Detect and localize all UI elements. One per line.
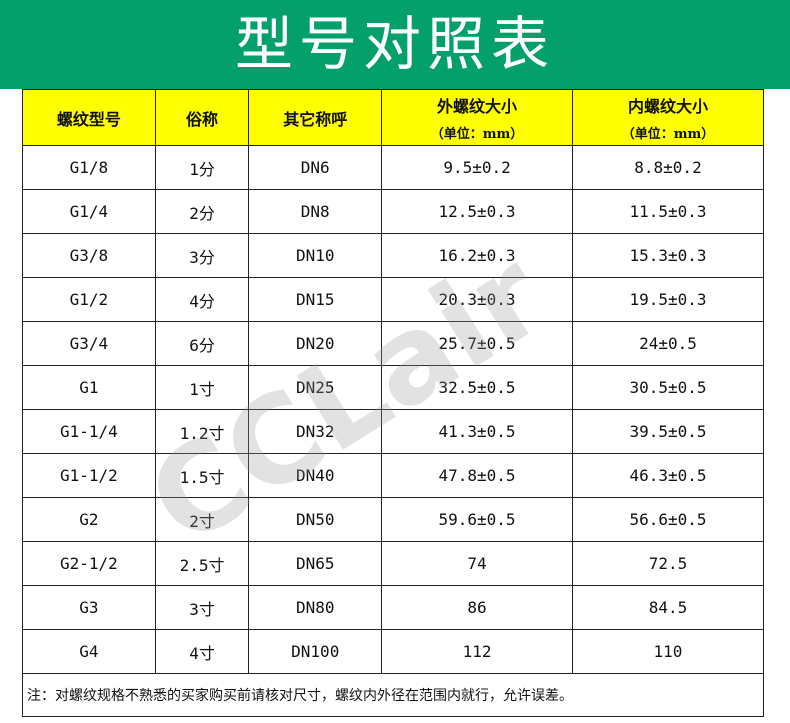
table-cell: 6分 (154, 321, 250, 366)
table-row: G1/4 2分 DN8 12.5±0.3 11.5±0.3 (22, 189, 765, 234)
table-cell: 4寸 (154, 629, 250, 674)
table-cell: 1.2寸 (154, 409, 250, 454)
table-cell: 74 (381, 541, 573, 586)
table-cell: 4分 (154, 277, 250, 322)
table-cell: 3分 (154, 233, 250, 278)
table-cell: DN6 (248, 145, 383, 190)
table-row: G3/8 3分 DN10 16.2±0.3 15.3±0.3 (22, 233, 765, 278)
table-cell: 1寸 (154, 365, 250, 410)
table-row: G1-1/2 1.5寸 DN40 47.8±0.5 46.3±0.5 (22, 453, 765, 498)
table-row: G3/4 6分 DN20 25.7±0.5 24±0.5 (22, 321, 765, 366)
table-cell: G4 (22, 629, 156, 674)
table-row: G1/2 4分 DN15 20.3±0.3 19.5±0.3 (22, 277, 765, 322)
table-cell: 2.5寸 (154, 541, 250, 586)
table-row: G1-1/4 1.2寸 DN32 41.3±0.5 39.5±0.5 (22, 409, 765, 454)
table-cell: 56.6±0.5 (571, 497, 765, 542)
table-cell: 12.5±0.3 (381, 189, 573, 234)
column-header-unit: （单位：mm） (430, 127, 524, 142)
table-cell: DN25 (248, 365, 383, 410)
table-cell: DN80 (248, 585, 383, 630)
table-cell: 3寸 (154, 585, 250, 630)
table-cell: 15.3±0.3 (571, 233, 765, 278)
column-header: 内螺纹大小 （单位：mm） (571, 89, 765, 146)
table-cell: 86 (381, 585, 573, 630)
table-cell: G3/4 (22, 321, 156, 366)
note-row: 注：对螺纹规格不熟悉的买家购买前请核对尺寸，螺纹内外径在范围内就行，允许误差。 (22, 673, 764, 717)
table-row: G4 4寸 DN100 112 110 (22, 629, 765, 674)
table-cell: 110 (571, 629, 765, 674)
column-header-unit: （单位：mm） (621, 127, 715, 142)
table-cell: 1.5寸 (154, 453, 250, 498)
column-header-label: 俗称 (186, 109, 219, 129)
table-cell: G3/8 (22, 233, 156, 278)
page-title: 型号对照表 (0, 0, 790, 89)
table-cell: G1-1/2 (22, 453, 156, 498)
table-cell: 46.3±0.5 (571, 453, 765, 498)
table-cell: 112 (381, 629, 573, 674)
table-cell: G2-1/2 (22, 541, 156, 586)
table-cell: G3 (22, 585, 156, 630)
column-header: 外螺纹大小 （单位：mm） (381, 89, 573, 146)
table-cell: 47.8±0.5 (381, 453, 573, 498)
table-cell: DN50 (248, 497, 383, 542)
table-cell: G1/2 (22, 277, 156, 322)
thread-size-table: 螺纹型号 俗称 其它称呼 外螺纹大小 （单位：mm） 内螺纹大小 （单位：mm） G1/8 1… (22, 89, 765, 717)
table-cell: 1分 (154, 145, 250, 190)
table-cell: 41.3±0.5 (381, 409, 573, 454)
table-row: G1 1寸 DN25 32.5±0.5 30.5±0.5 (22, 365, 765, 410)
table-cell: 30.5±0.5 (571, 365, 765, 410)
column-header: 螺纹型号 (22, 89, 156, 146)
table-cell: DN40 (248, 453, 383, 498)
table-row: G2 2寸 DN50 59.6±0.5 56.6±0.5 (22, 497, 765, 542)
table-row: G3 3寸 DN80 86 84.5 (22, 585, 765, 630)
table-cell: 20.3±0.3 (381, 277, 573, 322)
note-text: 注：对螺纹规格不熟悉的买家购买前请核对尺寸，螺纹内外径在范围内就行，允许误差。 (22, 673, 764, 717)
table-cell: G1 (22, 365, 156, 410)
column-header-label: 内螺纹大小 (627, 97, 708, 116)
table-cell: 72.5 (571, 541, 765, 586)
column-header-label: 其它称呼 (283, 109, 348, 129)
table-cell: DN100 (248, 629, 383, 674)
table-cell: DN32 (248, 409, 383, 454)
table-cell: 32.5±0.5 (381, 365, 573, 410)
table-cell: G1/4 (22, 189, 156, 234)
table-cell: 39.5±0.5 (571, 409, 765, 454)
table-cell: DN8 (248, 189, 383, 234)
table-cell: G1-1/4 (22, 409, 156, 454)
table-cell: DN65 (248, 541, 383, 586)
table-cell: 19.5±0.3 (571, 277, 765, 322)
table-cell: 2寸 (154, 497, 250, 542)
column-header: 俗称 (154, 89, 250, 146)
table-cell: DN20 (248, 321, 383, 366)
table-cell: 25.7±0.5 (381, 321, 573, 366)
table-cell: 11.5±0.3 (571, 189, 765, 234)
table-cell: 84.5 (571, 585, 765, 630)
table-cell: 59.6±0.5 (381, 497, 573, 542)
table-row: G1/8 1分 DN6 9.5±0.2 8.8±0.2 (22, 145, 765, 190)
column-header-label: 螺纹型号 (56, 109, 121, 129)
table-cell: G2 (22, 497, 156, 542)
column-header-label: 外螺纹大小 (437, 97, 518, 116)
header-row: 螺纹型号 俗称 其它称呼 外螺纹大小 （单位：mm） 内螺纹大小 （单位：mm） (22, 89, 765, 146)
table-cell: 8.8±0.2 (571, 145, 765, 190)
table-cell: DN10 (248, 233, 383, 278)
table-cell: 24±0.5 (571, 321, 765, 366)
table-cell: 16.2±0.3 (381, 233, 573, 278)
table-cell: DN15 (248, 277, 383, 322)
table-cell: 9.5±0.2 (381, 145, 573, 190)
column-header: 其它称呼 (248, 89, 383, 146)
table-row: G2-1/2 2.5寸 DN65 74 72.5 (22, 541, 765, 586)
table-cell: 2分 (154, 189, 250, 234)
table-cell: G1/8 (22, 145, 156, 190)
